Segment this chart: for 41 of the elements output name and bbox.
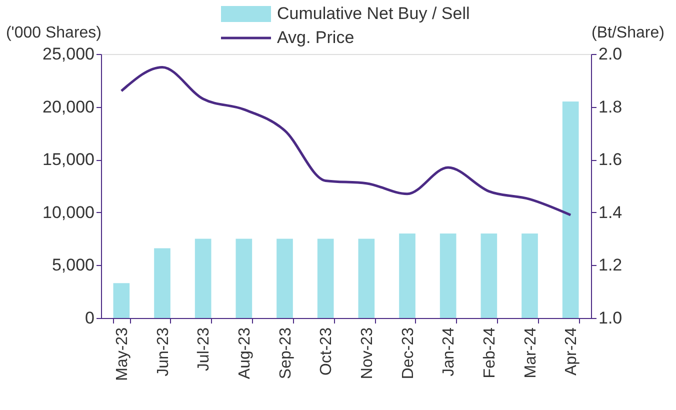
legend-label: Cumulative Net Buy / Sell [277,4,470,23]
bar [317,238,334,318]
x-tick-label: Nov-23 [358,327,376,380]
y-tick-label: 10,000 [42,202,94,222]
y2-tick-label: 2.0 [598,44,622,64]
bar [440,234,456,318]
bar [113,283,130,318]
bar [562,102,579,318]
bar [522,234,538,318]
x-tick-label: Aug-23 [236,327,254,380]
x-tick-label: Jun-23 [154,327,172,376]
x-tick-label: Jul-23 [196,327,213,372]
x-tick-label: Feb-24 [481,327,498,378]
y-tick-label: 25,000 [42,44,94,64]
bar [194,238,212,318]
bar [399,234,416,318]
bar [236,238,252,318]
y-tick-label: 20,000 [42,97,94,116]
y-tick-label: 15,000 [42,150,94,170]
y-axis-title: ('000 Shares) [6,24,102,42]
y2-tick-label: 1.4 [598,202,622,222]
bar [154,248,170,318]
y-tick-label: 0 [85,308,94,328]
bar [358,238,375,318]
x-tick-label: Jan-24 [440,327,458,376]
x-tick-label: Oct-23 [318,327,336,376]
legend-label: Avg. Price [277,28,354,47]
y2-tick-label: 1.2 [598,256,622,275]
bar [276,238,293,318]
y2-tick-label: 1.0 [598,308,622,328]
y2-tick-label: 1.6 [598,150,622,170]
bar [480,234,498,318]
x-tick-label: Sep-23 [277,327,294,380]
x-tick-label: Apr-24 [563,327,580,376]
x-tick-label: May-23 [114,327,131,381]
x-tick-label: Mar-24 [522,327,540,378]
x-tick-label: Dec-23 [400,327,417,380]
y-tick-label: 5,000 [52,256,94,275]
line-series [120,66,572,216]
y2-tick-label: 1.8 [598,97,622,116]
y2-axis-title: (Bt/Share) [592,24,664,42]
